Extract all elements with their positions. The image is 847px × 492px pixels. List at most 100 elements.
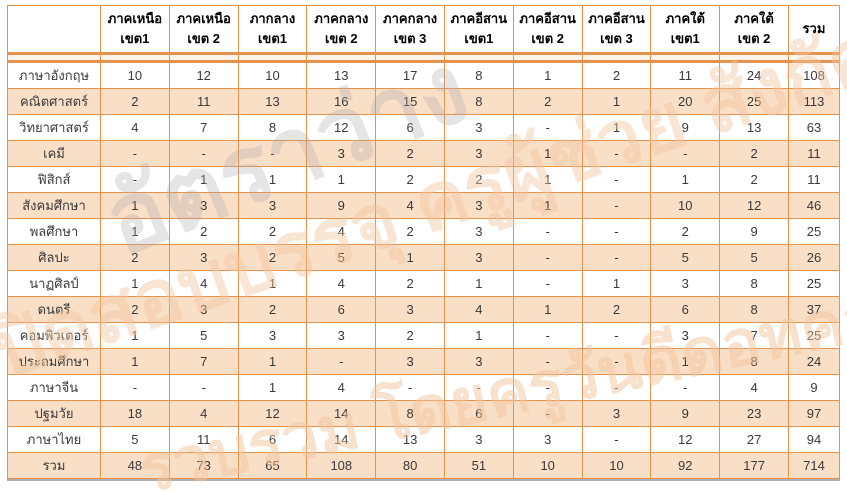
cell: 8	[443, 61, 514, 89]
cell: 3	[581, 400, 652, 427]
cell: 7	[719, 322, 789, 349]
separator-cell	[306, 52, 377, 63]
separator-cell	[788, 52, 840, 63]
cell: 1	[237, 374, 308, 401]
cell: 20	[650, 88, 721, 115]
cell: 9	[719, 218, 789, 245]
cell: 26	[788, 244, 840, 271]
row-label: ภาษาไทย	[7, 426, 101, 453]
cell: 3	[237, 192, 308, 219]
cell: -	[100, 374, 170, 401]
cell: 2	[375, 218, 445, 245]
cell: 108	[306, 452, 377, 479]
cell: 3	[375, 348, 445, 375]
row-label: พลศึกษา	[7, 218, 101, 245]
cell: 13	[306, 61, 377, 89]
column-header-blank	[7, 5, 101, 54]
cell: 2	[237, 296, 308, 323]
cell: 11	[650, 61, 721, 89]
cell: 1	[306, 166, 377, 193]
row-label: นาฏศิลป์	[7, 270, 101, 297]
cell: 1	[168, 166, 239, 193]
header-row: ภาคเหนือ เขต1 ภาคเหนือ เขต 2 ภากลาง เขต1 ภาคกล…	[7, 5, 840, 54]
cell: -	[375, 374, 445, 401]
cell: 3	[443, 218, 514, 245]
cell: 24	[788, 348, 840, 375]
cell: 4	[443, 296, 514, 323]
cell: 11	[168, 426, 239, 453]
cell: 7	[168, 348, 239, 375]
separator-cell	[443, 52, 514, 63]
cell: 7	[168, 114, 239, 141]
row-label: ดนตรี	[7, 296, 101, 323]
cell: 5	[306, 244, 377, 271]
cell: 1	[443, 322, 514, 349]
table-row: นาฏศิลป์ 1 4 1 4 2 1-1 3 8 25	[7, 270, 840, 297]
cell: 11	[788, 166, 840, 193]
cell: 108	[788, 61, 840, 89]
cell: 4	[168, 400, 239, 427]
cell: 1	[581, 270, 652, 297]
cell: 2	[100, 296, 170, 323]
cell: 2	[650, 218, 721, 245]
cell: 2	[719, 166, 789, 193]
table-row: ภาษาไทย 5 11 6 14 13 3 3-12 27 94	[7, 426, 840, 453]
cell: 12	[650, 426, 721, 453]
row-label: รวม	[7, 452, 101, 479]
row-label: ภาษาอังกฤษ	[7, 61, 101, 89]
table-row: เคมี - - -3 2 3 1- -2 11	[7, 140, 840, 167]
cell: 1	[100, 270, 170, 297]
cell: 714	[788, 452, 840, 479]
cell: 3	[443, 426, 514, 453]
cell: -	[512, 322, 583, 349]
cell: 3	[650, 270, 721, 297]
cell: -	[581, 218, 652, 245]
table-row: พลศึกษา 1 2 2 4 2 3- -2 9 25	[7, 218, 840, 245]
table-row: ประถมศึกษา 1 7 1-3 3- -1 8 24	[7, 348, 840, 375]
column-header: ภาคอีสาน เขต 3	[581, 5, 652, 54]
cell: 1	[237, 270, 308, 297]
cell: -	[168, 140, 239, 167]
separator-cell	[375, 52, 445, 63]
cell: 1	[512, 296, 583, 323]
table-row: คอมพิวเตอร์ 1 5 3 3 2 1- -3 7 25	[7, 322, 840, 349]
header-separator-row	[7, 52, 840, 63]
table-body: ภาษาอังกฤษ 10 12 10 13 17 8 1 2 11 24 108 คณิตศาสตร์…	[7, 52, 840, 479]
cell: 177	[719, 452, 789, 479]
column-header: ภากลาง เขต1	[237, 5, 308, 54]
table-header: ภาคเหนือ เขต1 ภาคเหนือ เขต 2 ภากลาง เขต1 ภาคกล…	[7, 5, 840, 54]
column-header: ภาคอีสาน เขต1	[443, 5, 514, 54]
cell: 1	[100, 192, 170, 219]
cell: 2	[237, 244, 308, 271]
cell: 1	[100, 348, 170, 375]
cell: 1	[375, 244, 445, 271]
cell: 73	[168, 452, 239, 479]
cell: 10	[100, 61, 170, 89]
cell: -	[512, 244, 583, 271]
row-label: คอมพิวเตอร์	[7, 322, 101, 349]
cell: 13	[237, 88, 308, 115]
cell: 94	[788, 426, 840, 453]
cell: 9	[788, 374, 840, 401]
cell: 24	[719, 61, 789, 89]
cell: 2	[237, 218, 308, 245]
cell: 3	[237, 322, 308, 349]
cell: 5	[719, 244, 789, 271]
cell: 3	[443, 348, 514, 375]
cell: -	[512, 374, 583, 401]
cell: -	[512, 218, 583, 245]
row-label: ฟิสิกส์	[7, 166, 101, 193]
cell: 3	[168, 296, 239, 323]
cell: -	[237, 140, 308, 167]
cell: 23	[719, 400, 789, 427]
cell: 3	[443, 192, 514, 219]
cell: 18	[100, 400, 170, 427]
cell: 8	[719, 270, 789, 297]
cell: 2	[168, 218, 239, 245]
cell: 8	[237, 114, 308, 141]
cell: -	[581, 192, 652, 219]
cell: 1	[443, 270, 514, 297]
cell: 1	[512, 192, 583, 219]
row-label: ศิลปะ	[7, 244, 101, 271]
cell: 2	[581, 296, 652, 323]
